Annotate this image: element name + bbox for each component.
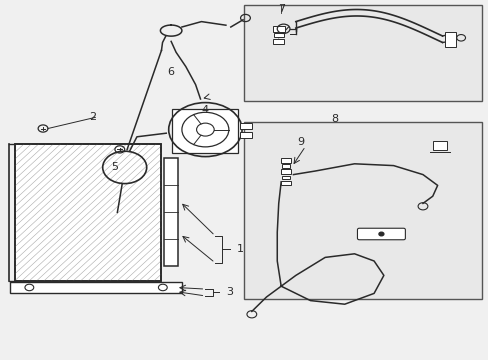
Bar <box>280 158 291 162</box>
FancyBboxPatch shape <box>357 228 405 240</box>
Text: 4: 4 <box>202 105 208 115</box>
Bar <box>280 181 291 185</box>
Text: 9: 9 <box>297 137 304 147</box>
Bar <box>10 282 182 293</box>
Circle shape <box>378 232 383 236</box>
Bar <box>239 123 251 129</box>
Bar <box>444 32 455 47</box>
Bar <box>432 141 447 150</box>
Bar <box>244 5 481 101</box>
Text: 1: 1 <box>237 244 244 255</box>
Text: 8: 8 <box>331 114 338 124</box>
Text: 6: 6 <box>167 67 174 77</box>
Text: 7: 7 <box>277 4 284 14</box>
Bar <box>15 144 161 281</box>
Bar <box>281 176 290 179</box>
Bar <box>163 158 177 266</box>
Bar <box>239 132 251 138</box>
Bar <box>281 164 290 168</box>
Bar <box>273 39 284 44</box>
Bar <box>280 169 291 174</box>
Bar <box>244 122 481 299</box>
Bar <box>15 144 161 281</box>
Text: 3: 3 <box>226 287 233 297</box>
Bar <box>172 109 238 153</box>
Bar <box>273 33 283 37</box>
Text: 5: 5 <box>111 162 118 172</box>
Text: 2: 2 <box>89 112 96 122</box>
Bar <box>272 26 284 32</box>
